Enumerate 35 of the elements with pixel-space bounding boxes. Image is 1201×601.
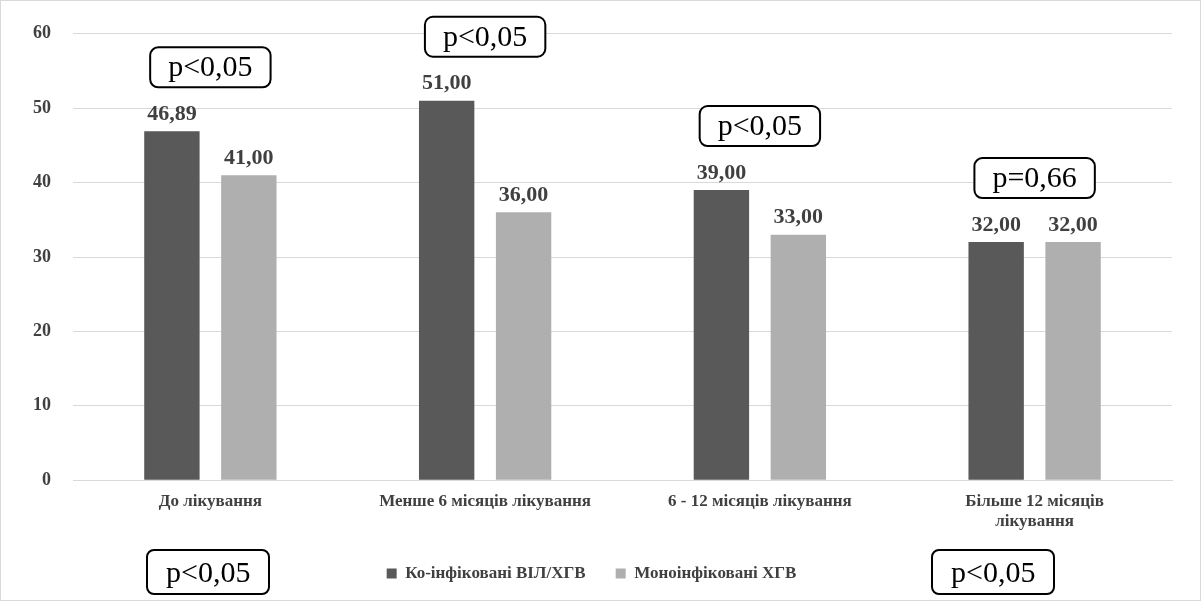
annotation: p<0,05 [717, 107, 803, 141]
legend-label: Моноінфіковані ХГВ [634, 562, 797, 582]
y-tick-label: 10 [33, 394, 51, 415]
y-tick-label: 30 [33, 245, 51, 266]
x-tick-label: Більше 12 місяців лікування [965, 490, 1104, 531]
bar [770, 234, 827, 480]
y-tick-label: 60 [33, 22, 51, 43]
y-tick-label: 40 [33, 171, 51, 192]
text: p<0,05 [146, 549, 271, 595]
data-label: 36,00 [498, 181, 549, 207]
bar [418, 100, 475, 480]
y-tick-label: 20 [33, 320, 51, 341]
y-tick-label: 50 [33, 96, 51, 117]
text: p<0,05 [931, 549, 1056, 595]
annotation: p<0,05 [168, 49, 253, 83]
data-label: 39,00 [696, 158, 747, 184]
data-label: 33,00 [773, 203, 824, 229]
legend-label: Ко-інфіковані ВІЛ/ХГВ [405, 562, 586, 582]
x-tick-label: До лікування [158, 490, 262, 510]
data-label: 46,89 [147, 100, 197, 126]
data-label: 41,00 [224, 143, 274, 169]
bar [1045, 242, 1101, 480]
data-label: 51,00 [421, 69, 472, 95]
annotation: p<0,05 [442, 18, 528, 52]
annotation: p=0,66 [992, 159, 1077, 193]
x-tick-label: 6 - 12 місяців лікування [668, 490, 852, 510]
data-label: 32,00 [1048, 210, 1098, 236]
y-tick-label: 0 [42, 468, 51, 489]
bar [693, 190, 750, 480]
bar [221, 175, 277, 480]
data-label: 32,00 [971, 210, 1021, 236]
bar [495, 212, 552, 480]
x-tick-label: Менше 6 місяців лікування [379, 490, 592, 510]
bar [144, 131, 200, 480]
bar [968, 242, 1024, 480]
